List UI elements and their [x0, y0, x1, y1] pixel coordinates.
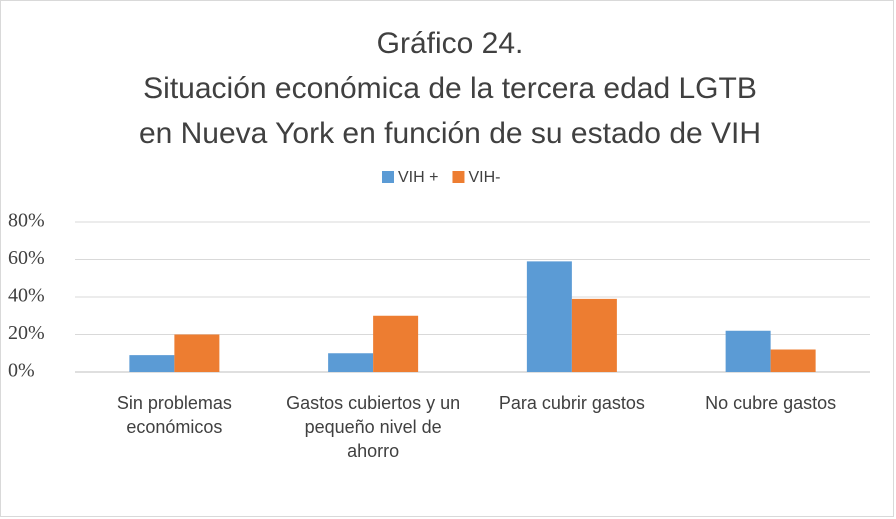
y-tick-label: 20%: [8, 322, 45, 344]
x-tick-label: Gastos cubiertos y un pequeño nivel de a…: [286, 393, 461, 461]
x-tick-label: No cubre gastos: [705, 393, 837, 413]
chart-title: Situación económica de la tercera edad L…: [143, 72, 757, 105]
legend-label: VIH-: [468, 169, 500, 186]
legend-swatch: [452, 171, 465, 183]
chart-title: en Nueva York en función de su estado de…: [139, 117, 761, 150]
y-tick-label: 0%: [8, 360, 35, 382]
bar: [571, 298, 617, 372]
bar: [129, 355, 175, 372]
bar: [770, 349, 816, 372]
legend-label: VIH +: [398, 169, 438, 186]
bar: [174, 334, 220, 372]
bar: [328, 353, 374, 372]
y-tick-label: 60%: [8, 247, 45, 269]
chart-title: Gráfico 24.: [377, 27, 524, 60]
bar: [373, 315, 419, 372]
legend-swatch: [382, 171, 394, 183]
bar: [526, 261, 572, 372]
y-tick-label: 40%: [8, 285, 45, 307]
y-tick-label: 80%: [8, 210, 45, 232]
x-tick-label: Para cubrir gastos: [498, 393, 645, 413]
x-tick-label: Sin problemas económicos: [116, 393, 232, 437]
bar: [725, 330, 771, 372]
